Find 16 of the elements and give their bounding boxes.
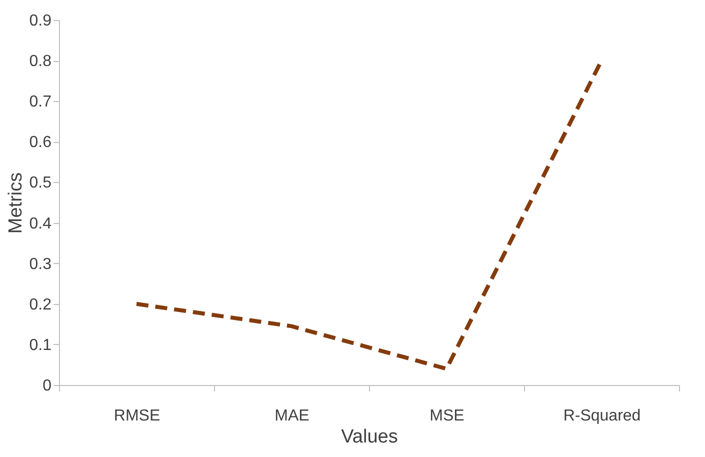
y-tick-label: 0.6 bbox=[29, 134, 52, 152]
y-tick-label: 0.9 bbox=[29, 12, 52, 30]
x-tick-label: R-Squared bbox=[563, 408, 641, 424]
y-tick-label: 0.8 bbox=[29, 53, 52, 70]
y-tick-label: 0.2 bbox=[29, 296, 52, 314]
y-tick-label: 0 bbox=[42, 378, 52, 394]
x-tick-label: MSE bbox=[430, 408, 464, 424]
y-axis-title: Metrics bbox=[5, 172, 26, 234]
y-tick-label: 0.7 bbox=[29, 94, 52, 111]
y-tick-label: 0.5 bbox=[29, 174, 52, 192]
x-tick-label: MAE bbox=[274, 408, 310, 424]
x-axis-title: Values bbox=[341, 426, 398, 448]
y-tick-label: 0.3 bbox=[29, 256, 52, 273]
y-tick-label: 0.1 bbox=[29, 336, 52, 354]
y-tick-label: 0.4 bbox=[29, 215, 52, 232]
x-tick-label: RMSE bbox=[114, 408, 160, 424]
